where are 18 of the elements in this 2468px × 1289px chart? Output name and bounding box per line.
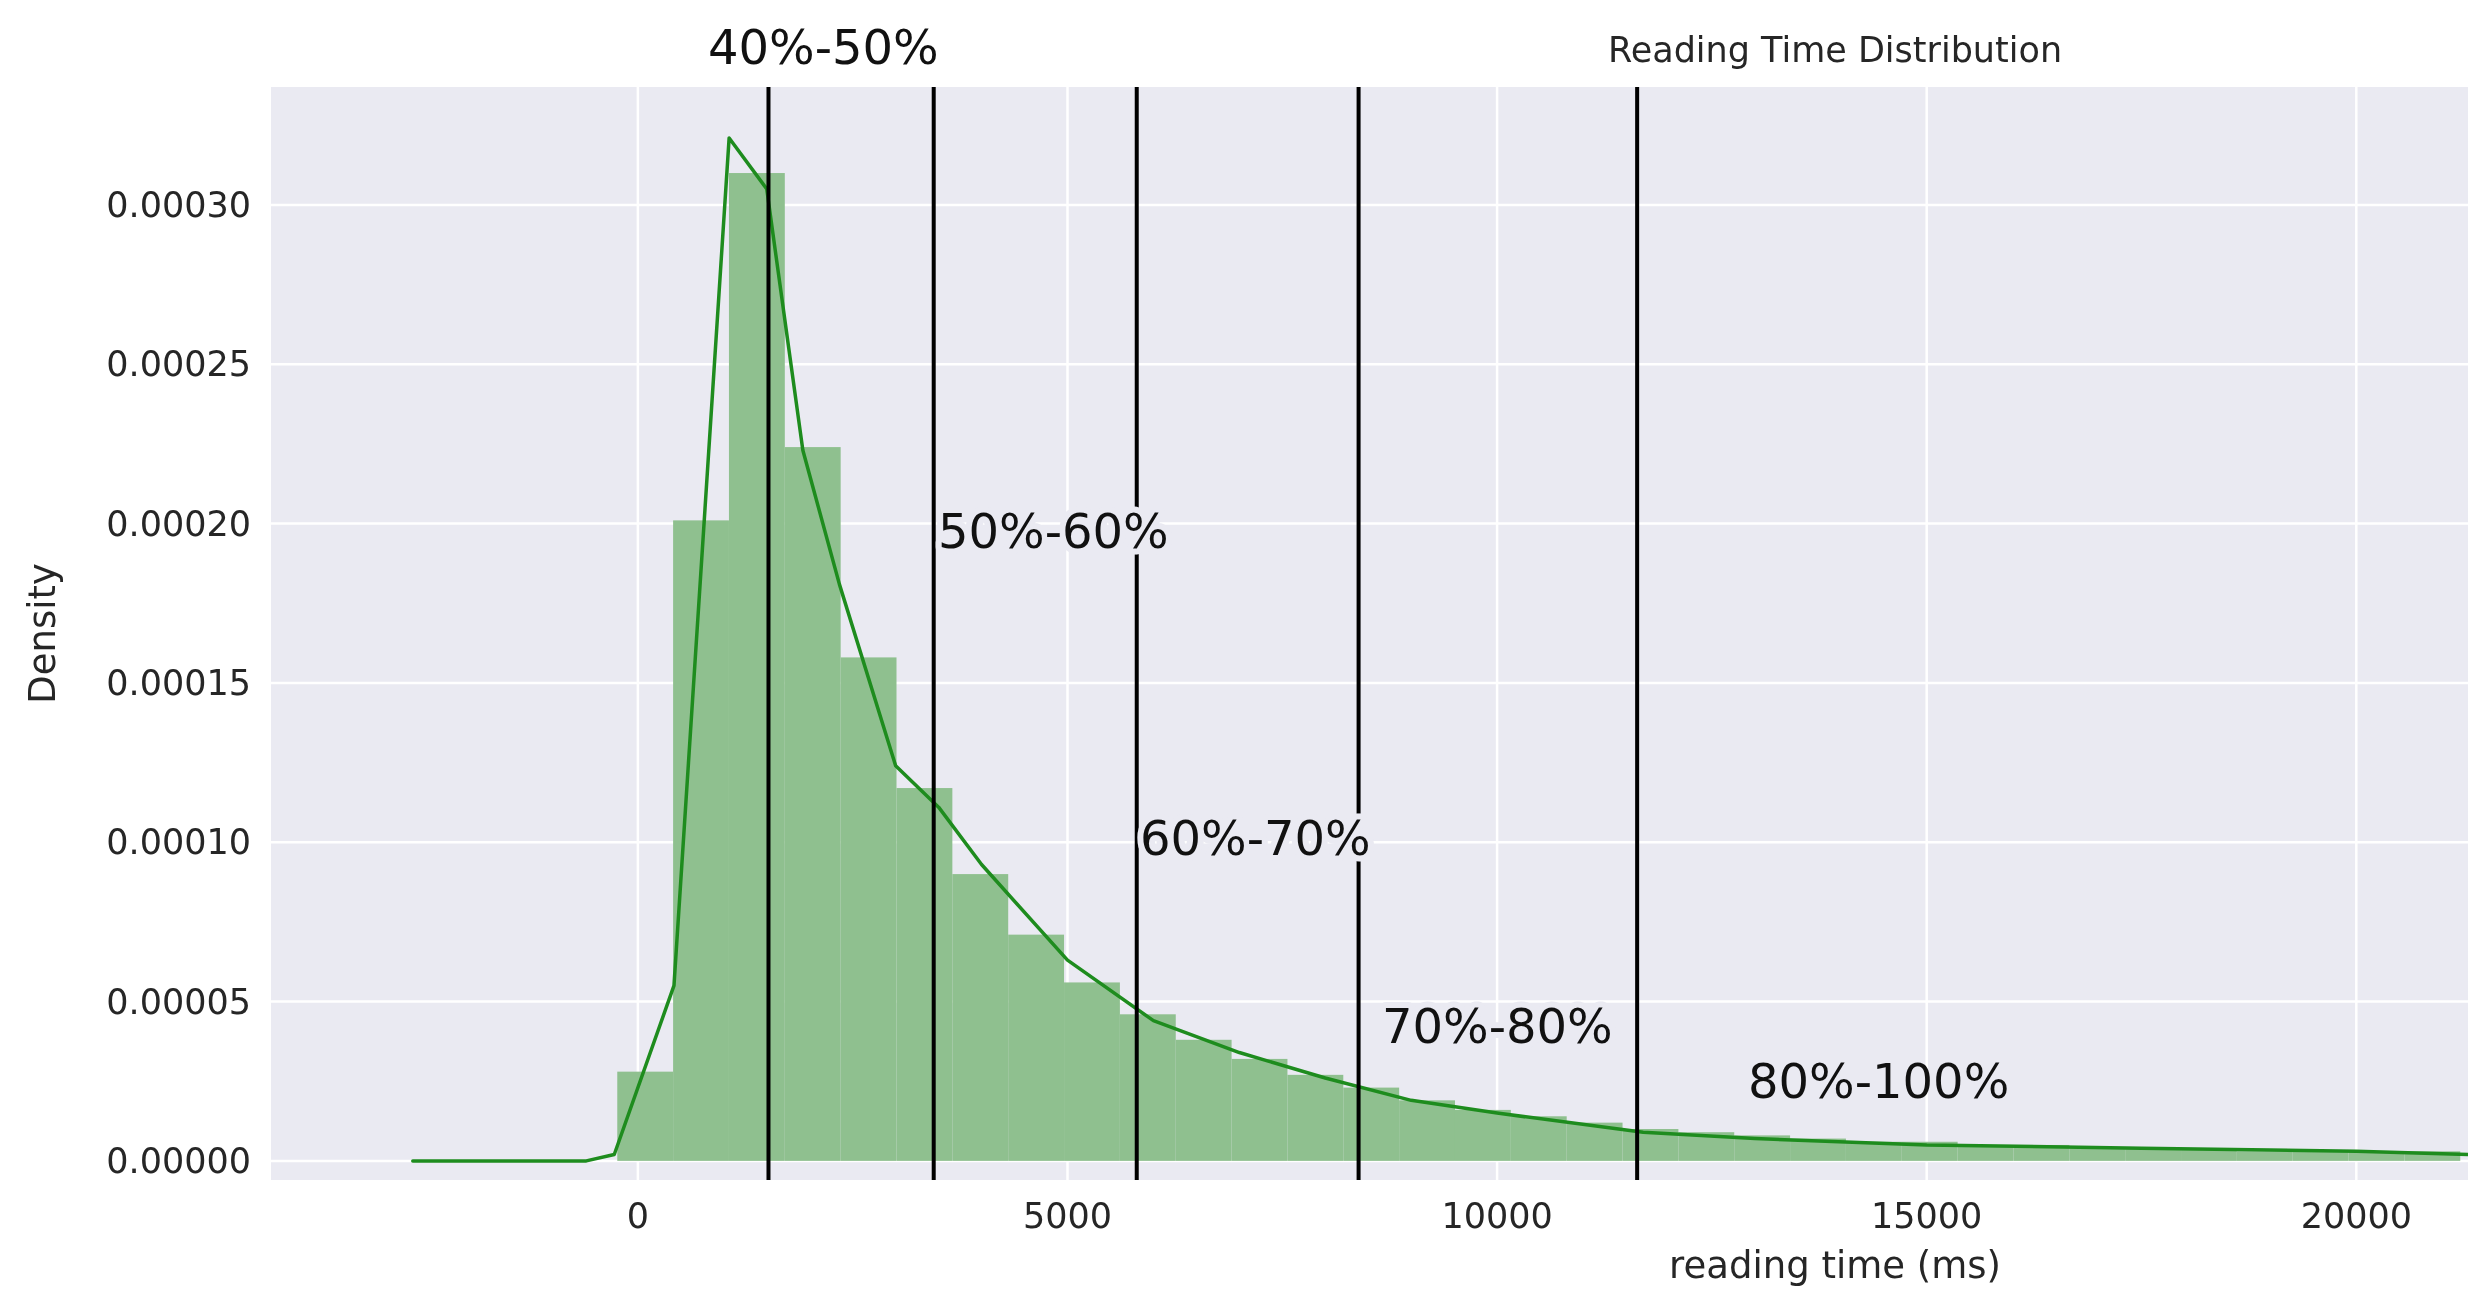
chart-title: Reading Time Distribution	[1607, 30, 2063, 70]
x-tick-label: 10000	[1441, 1196, 1553, 1236]
x-tick-label: 5000	[1022, 1196, 1113, 1236]
x-tick-label: 15000	[1871, 1196, 1983, 1236]
y-tick-label: 0.00005	[106, 981, 251, 1022]
x-tick-label: 20000	[2300, 1196, 2412, 1236]
annotation: 70%-80%	[1382, 998, 1613, 1054]
y-tick-label: 0.00025	[106, 344, 251, 385]
x-axis-title: reading time (ms)	[1669, 1244, 2001, 1287]
y-tick-label: 0.00010	[106, 822, 251, 863]
y-tick-label: 0.00020	[106, 503, 251, 544]
annotation: 80%-100%	[1748, 1053, 2010, 1109]
y-tick-label: 0.00015	[106, 663, 251, 704]
text: 40%-50%	[708, 19, 939, 75]
y-tick-label: 0.00000	[106, 1141, 251, 1182]
y-axis-title: Density	[21, 563, 64, 704]
x-tick-label: 0	[626, 1196, 650, 1236]
y-tick-label: 0.00030	[106, 185, 251, 226]
